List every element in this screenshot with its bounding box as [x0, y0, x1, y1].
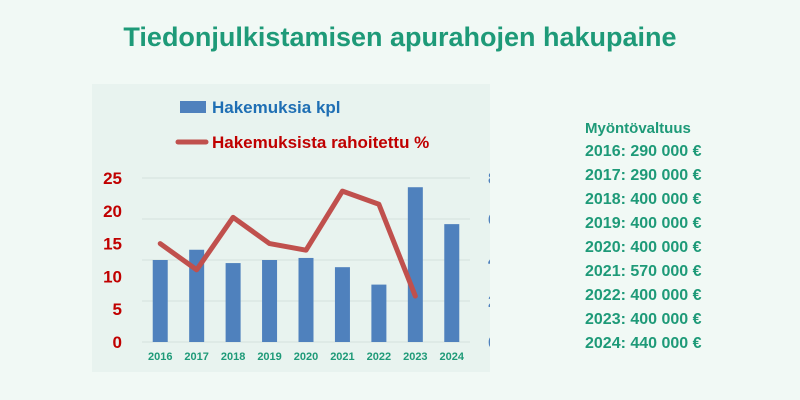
- right-axis-tick-label: 0: [488, 333, 490, 352]
- bar: [262, 260, 278, 342]
- appropriation-row: 2018: 400 000 €: [585, 191, 702, 208]
- appropriation-title: Myöntövaltuus: [585, 120, 691, 137]
- bar: [225, 263, 241, 342]
- appropriation-row: 2024: 440 000 €: [585, 335, 702, 352]
- right-axis-tick-label: 600: [488, 210, 490, 229]
- bar: [407, 187, 423, 342]
- bar: [334, 267, 350, 342]
- x-axis-tick-label: 2020: [294, 351, 318, 363]
- left-axis-tick-label: 0: [113, 333, 122, 352]
- appropriation-row: 2019: 400 000 €: [585, 215, 702, 232]
- appropriation-row: 2016: 290 000 €: [585, 143, 702, 160]
- appropriation-row: 2022: 400 000 €: [585, 287, 702, 304]
- bar: [152, 260, 168, 342]
- funded-percent-line: [157, 188, 418, 299]
- legend-bar-label: Hakemuksia kpl: [212, 98, 341, 117]
- x-axis-tick-label: 2019: [257, 351, 281, 363]
- x-axis-tick-label: 2021: [330, 351, 354, 363]
- right-axis-tick-label: 200: [488, 292, 490, 311]
- plot-area: 0 5 10 15 20 25 0 200 400 600 800 2016 2017 2018 2019 2…: [92, 84, 490, 372]
- legend-bar-swatch: [180, 101, 206, 113]
- legend-line-label: Hakemuksista rahoitettu %: [212, 133, 429, 152]
- x-axis-tick-label: 2018: [221, 351, 245, 363]
- appropriation-row: 2020: 400 000 €: [585, 239, 702, 256]
- bar: [298, 257, 314, 342]
- bar: [371, 284, 387, 342]
- x-axis-tick-label: 2024: [440, 351, 465, 363]
- right-axis-tick-label: 800: [488, 169, 490, 188]
- bar: [189, 249, 205, 342]
- left-axis-tick-label: 15: [103, 235, 122, 254]
- x-axis-tick-label: 2023: [403, 351, 427, 363]
- right-axis-tick-label: 400: [488, 251, 490, 270]
- appropriation-row: 2017: 290 000 €: [585, 167, 702, 184]
- appropriation-panel: Myöntövaltuus 2016: 290 000 € 2017: 290 …: [585, 118, 785, 356]
- left-axis-tick-label: 25: [103, 169, 122, 188]
- appropriation-row: 2021: 570 000 €: [585, 263, 702, 280]
- combo-chart: 0 5 10 15 20 25 0 200 400 600 800 2016 2017 2018 2019 2…: [103, 98, 490, 363]
- left-axis-tick-label: 5: [113, 300, 122, 319]
- appropriation-rows: 2016: 290 000 € 2017: 290 000 € 2018: 40…: [585, 140, 785, 356]
- chart-title: Tiedonjulkistamisen apurahojen hakupaine: [123, 22, 677, 52]
- x-axis-tick-label: 2016: [148, 351, 172, 363]
- bar: [444, 224, 460, 342]
- x-axis-tick-label: 2017: [184, 351, 208, 363]
- left-axis-tick-label: 10: [103, 267, 122, 286]
- x-axis-tick-label: 2022: [367, 351, 391, 363]
- appropriation-row: 2023: 400 000 €: [585, 311, 702, 328]
- left-axis-tick-label: 20: [103, 202, 122, 221]
